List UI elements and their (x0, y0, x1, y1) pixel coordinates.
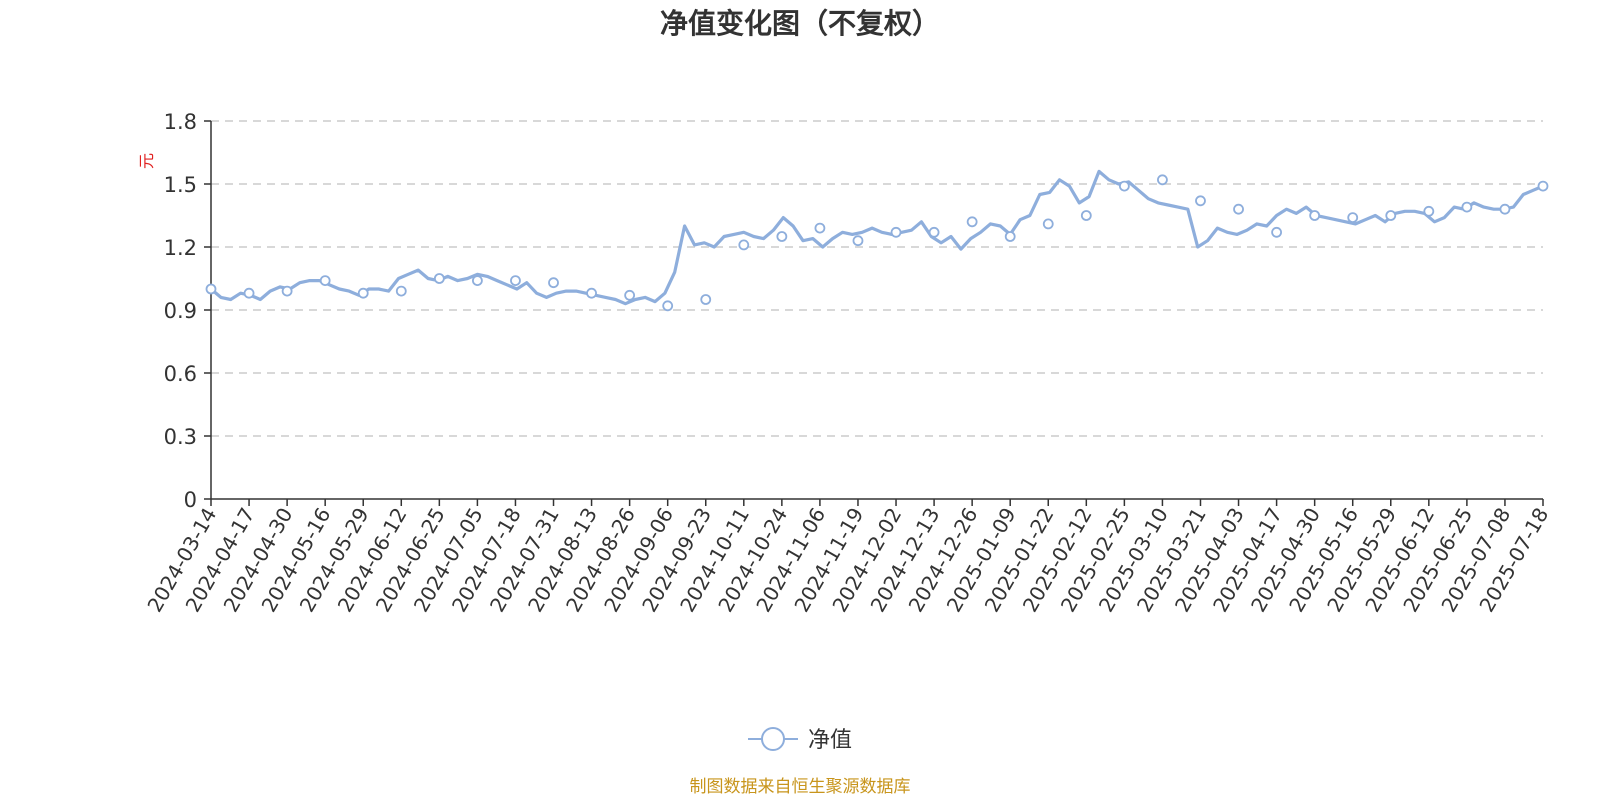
data-point-marker[interactable] (738, 239, 750, 251)
data-point-marker[interactable] (624, 289, 636, 301)
data-point-marker[interactable] (928, 226, 940, 238)
data-point-marker[interactable] (852, 235, 864, 247)
data-point-marker[interactable] (1157, 174, 1168, 186)
data-point-marker[interactable] (1271, 226, 1282, 238)
y-tick-label: 1.8 (164, 110, 197, 134)
data-point-marker[interactable] (1537, 180, 1549, 192)
data-point-marker[interactable] (1423, 205, 1435, 217)
data-point-marker[interactable] (586, 287, 597, 299)
legend-marker-icon (761, 727, 785, 751)
data-point-marker[interactable] (1385, 210, 1397, 221)
legend[interactable]: 净值 (748, 727, 852, 753)
y-tick-label: 0 (184, 488, 197, 512)
data-point-marker[interactable] (357, 287, 369, 299)
data-point-marker[interactable] (510, 275, 521, 287)
chart-title: 净值变化图（不复权） (660, 7, 940, 40)
data-point-marker[interactable] (1347, 212, 1359, 224)
data-point-marker[interactable] (433, 273, 445, 284)
data-point-marker[interactable] (205, 283, 217, 295)
data-point-marker[interactable] (1233, 203, 1244, 215)
data-point-marker[interactable] (662, 300, 674, 312)
grid-lines (211, 120, 1543, 437)
data-point-marker[interactable] (319, 275, 331, 287)
data-point-marker[interactable] (281, 285, 293, 297)
data-point-marker[interactable] (1499, 203, 1511, 215)
legend-label: 净值 (808, 728, 852, 753)
data-point-marker[interactable] (243, 287, 255, 299)
data-point-marker[interactable] (1004, 231, 1016, 242)
y-tick-label: 0.9 (164, 299, 197, 323)
data-point-marker[interactable] (1080, 210, 1092, 221)
data-point-marker[interactable] (776, 231, 788, 242)
data-point-marker[interactable] (1195, 195, 1206, 207)
data-point-marker[interactable] (1309, 210, 1321, 221)
axes: 00.30.60.91.21.51.82024-03-142024-04-172… (142, 110, 1553, 616)
y-tick-label: 1.2 (164, 236, 197, 260)
y-tick-label: 0.6 (164, 362, 197, 386)
data-point-marker[interactable] (548, 277, 559, 289)
data-source-note: 制图数据来自恒生聚源数据库 (690, 777, 911, 797)
data-point-marker[interactable] (966, 216, 978, 228)
data-point-marker[interactable] (1118, 180, 1130, 192)
y-tick-label: 1.5 (164, 173, 197, 197)
data-point-marker[interactable] (1461, 201, 1473, 213)
data-point-marker[interactable] (471, 275, 483, 287)
series-net-value (205, 169, 1549, 312)
data-point-marker[interactable] (890, 226, 902, 238)
data-point-marker[interactable] (814, 222, 826, 234)
series-line-net-value (209, 169, 1545, 306)
data-point-marker[interactable] (700, 294, 712, 305)
data-point-marker[interactable] (395, 285, 407, 297)
y-axis-unit-label: 元 (137, 153, 156, 169)
y-tick-label: 0.3 (164, 425, 197, 449)
data-point-marker[interactable] (1042, 218, 1054, 230)
